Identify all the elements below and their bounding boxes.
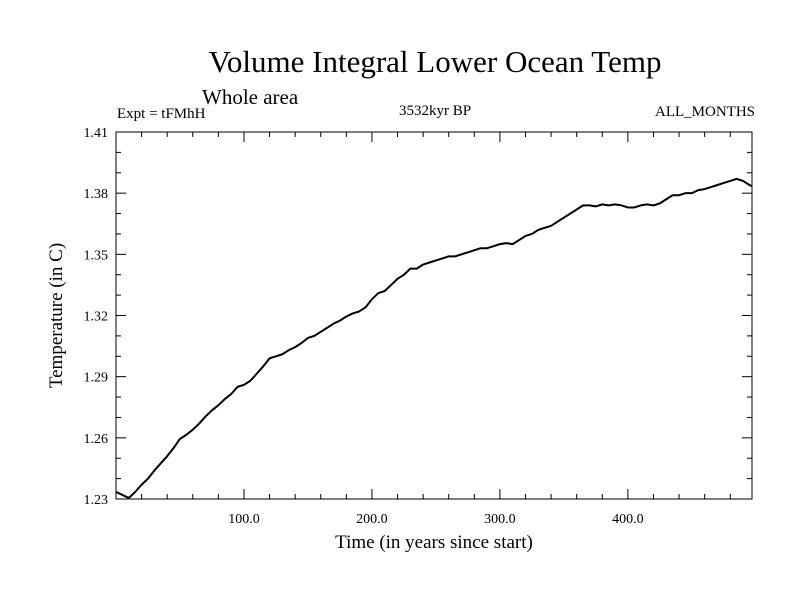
experiment-label: Expt = tFMhH	[117, 106, 206, 122]
x-tick-label: 400.0	[612, 512, 644, 527]
months-label: ALL_MONTHS	[655, 104, 755, 120]
chart-subtitle: Whole area	[202, 85, 299, 109]
temperature-series-line	[115, 177, 753, 499]
tick-marks	[116, 132, 752, 499]
y-tick-label: 1.41	[84, 126, 109, 141]
period-label: 3532kyr BP	[398, 103, 472, 119]
y-tick-label: 1.35	[84, 248, 109, 263]
y-tick-label: 1.26	[84, 432, 109, 447]
x-axis-label: Time (in years since start)	[335, 532, 533, 553]
x-tick-label: 200.0	[356, 512, 388, 527]
y-axis-label: Temperature (in C)	[46, 243, 67, 388]
y-tick-label: 1.29	[84, 371, 109, 386]
plot-frame	[115, 131, 753, 500]
x-tick-label: 100.0	[228, 512, 260, 527]
y-tick-label: 1.23	[84, 493, 109, 508]
y-tick-label: 1.32	[84, 310, 109, 325]
tick-labels: 100.0 200.0 300.0 400.0 1.23 1.26 1.29 1.32 1.35…	[84, 126, 644, 527]
x-tick-label: 300.0	[484, 512, 516, 527]
y-tick-label: 1.38	[84, 187, 109, 202]
chart-title: Volume Integral Lower Ocean Temp	[208, 44, 662, 79]
